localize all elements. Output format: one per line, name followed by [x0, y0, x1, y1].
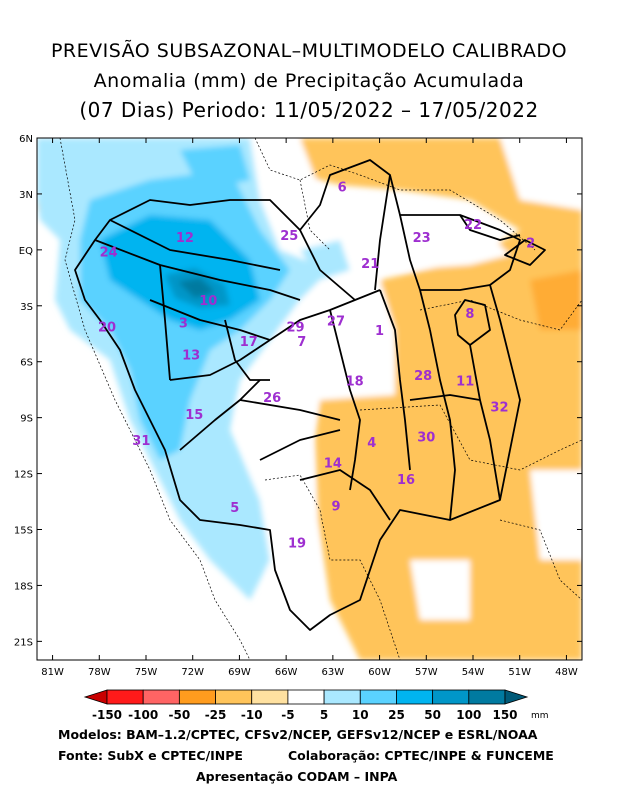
footer-presentation: Apresentação CODAM – INPA [196, 769, 398, 784]
colorbar-label: -150 [92, 708, 122, 722]
colorbar-label: -5 [281, 708, 294, 722]
lat-label: 6S [20, 358, 33, 369]
basin-label: 6 [338, 180, 347, 195]
lon-label: 75W [135, 667, 158, 678]
colorbar-arrow-right [504, 689, 529, 705]
basin-label: 16 [397, 473, 415, 488]
basin-label: 27 [327, 315, 345, 330]
colorbar-label: 5 [320, 708, 328, 722]
colorbar-label: -50 [169, 708, 191, 722]
lon-label: 60W [368, 667, 391, 678]
colorbar-segment [468, 689, 506, 705]
colorbar-segment [106, 689, 144, 705]
lon-label: 81W [41, 667, 64, 678]
basin-label: 3 [179, 317, 188, 332]
basin-label: 20 [98, 320, 116, 335]
colorbar-segment [323, 689, 361, 705]
lon-label: 66W [275, 667, 298, 678]
lat-label: 18S [14, 581, 33, 592]
basin-outlines [74, 159, 546, 631]
colorbar-segment [142, 689, 180, 705]
basin-label: 22 [464, 218, 482, 233]
lon-label: 54W [462, 667, 485, 678]
colorbar-arrow-left [83, 689, 108, 705]
colorbar-label: -100 [128, 708, 158, 722]
basin-labels: 1234567891011121314151617181920212223242… [98, 180, 535, 551]
lon-label: 78W [88, 667, 111, 678]
lat-label: 3S [20, 302, 33, 313]
basin-label: 4 [367, 436, 376, 451]
basin-label: 21 [361, 257, 379, 272]
basin-label: 15 [185, 408, 203, 423]
basin-label: 30 [417, 430, 435, 445]
lat-label: 21S [14, 637, 33, 648]
basin-label: 28 [414, 369, 432, 384]
lat-label: 12S [14, 470, 33, 481]
lon-label: 57W [415, 667, 438, 678]
title-line-2: Anomalia (mm) de Precipitação Acumulada [93, 70, 525, 92]
basin-label: 31 [132, 434, 150, 449]
lon-label: 69W [228, 667, 251, 678]
basin-label: 24 [100, 246, 118, 261]
lon-label: 48W [555, 667, 578, 678]
colorbar-segment [287, 689, 325, 705]
basin-label: 2 [526, 236, 535, 251]
lat-label: EQ [19, 246, 33, 257]
anomaly-shading [37, 138, 582, 660]
colorbar-segment [432, 689, 470, 705]
basin-label: 14 [324, 456, 342, 471]
basin-label: 10 [199, 294, 217, 309]
lat-label: 6N [19, 134, 33, 145]
basin-label: 11 [456, 374, 474, 389]
colorbar-segment [215, 689, 253, 705]
colorbar-label: 100 [456, 708, 481, 722]
basin-label: 26 [263, 391, 281, 406]
lon-label: 63W [322, 667, 345, 678]
basin-label: 29 [286, 320, 304, 335]
footer-models: Modelos: BAM–1.2/CPTEC, CFSv2/NCEP, GEFS… [58, 727, 538, 742]
longitude-axis: 81W 78W 75W 72W 69W 66W 63W 60W 57W 54W 51W 48W [41, 138, 578, 678]
basin-label: 25 [280, 229, 298, 244]
colorbar: -150 -100 -50 -25 -10 -5 5 10 25 50 100 150 mm [83, 689, 549, 722]
colorbar-segment [251, 689, 289, 705]
colorbar-segment [178, 689, 216, 705]
map-frame [36, 137, 583, 661]
colorbar-label: 10 [352, 708, 369, 722]
basin-label: 13 [182, 348, 200, 363]
colorbar-label: 50 [424, 708, 441, 722]
basin-label: 19 [288, 537, 306, 552]
lon-label: 51W [508, 667, 531, 678]
basin-label: 18 [346, 374, 364, 389]
basin-label: 12 [176, 231, 194, 246]
title-line-1: PREVISÃO SUBSAZONAL–MULTIMODELO CALIBRAD… [50, 40, 568, 62]
basin-label: 7 [297, 335, 306, 350]
basin-label: 1 [375, 324, 384, 339]
colorbar-label: 25 [388, 708, 405, 722]
colorbar-segment [396, 689, 434, 705]
lat-label: 9S [20, 414, 33, 425]
lon-label: 72W [181, 667, 204, 678]
lat-label: 15S [14, 526, 33, 537]
lat-label: 3N [19, 190, 33, 201]
basin-label: 32 [490, 400, 508, 415]
colorbar-label: -25 [205, 708, 227, 722]
colorbar-unit: mm [531, 711, 549, 721]
colorbar-label: -10 [241, 708, 263, 722]
title-line-3: (07 Dias) Periodo: 11/05/2022 – 17/05/20… [79, 98, 539, 122]
basin-label: 17 [240, 335, 258, 350]
latitude-axis: 6N 3N EQ 3S 6S 9S 12S 15S 18S 21S [14, 134, 582, 648]
basin-label: 9 [331, 499, 340, 514]
colorbar-label: 150 [492, 708, 517, 722]
basin-label: 5 [230, 501, 239, 516]
colorbar-segment [359, 689, 397, 705]
basin-label: 23 [413, 231, 431, 246]
footer-collaboration: Colaboração: CPTEC/INPE & FUNCEME [288, 748, 554, 763]
footer-source: Fonte: SubX e CPTEC/INPE [58, 748, 243, 763]
basin-label: 8 [465, 307, 474, 322]
